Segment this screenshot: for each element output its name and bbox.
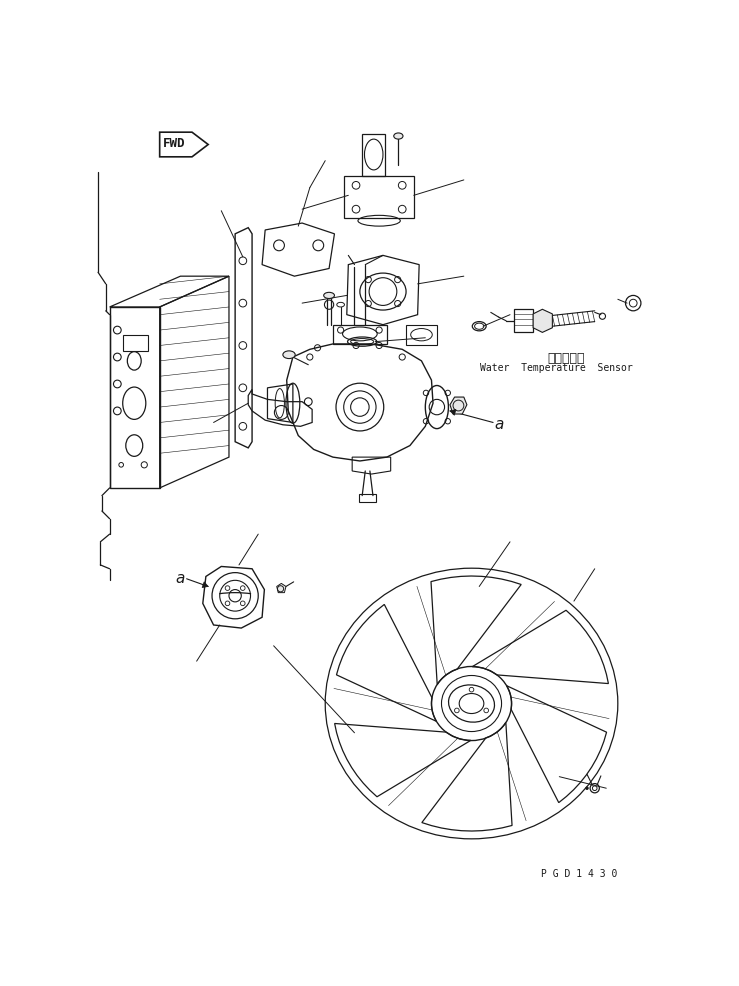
Text: a: a xyxy=(176,571,185,587)
Text: Water  Temperature  Sensor: Water Temperature Sensor xyxy=(480,363,633,373)
Text: a: a xyxy=(494,417,504,432)
Text: FWD: FWD xyxy=(163,137,185,150)
Text: 水温センサ: 水温センサ xyxy=(548,352,585,365)
Ellipse shape xyxy=(324,292,335,299)
Ellipse shape xyxy=(283,351,295,359)
Polygon shape xyxy=(533,310,552,332)
Polygon shape xyxy=(450,397,467,414)
Polygon shape xyxy=(450,409,456,415)
Polygon shape xyxy=(276,584,286,593)
Ellipse shape xyxy=(394,133,403,139)
Polygon shape xyxy=(202,582,208,588)
Text: P G D 1 4 3 0: P G D 1 4 3 0 xyxy=(541,869,617,880)
Circle shape xyxy=(586,787,588,790)
